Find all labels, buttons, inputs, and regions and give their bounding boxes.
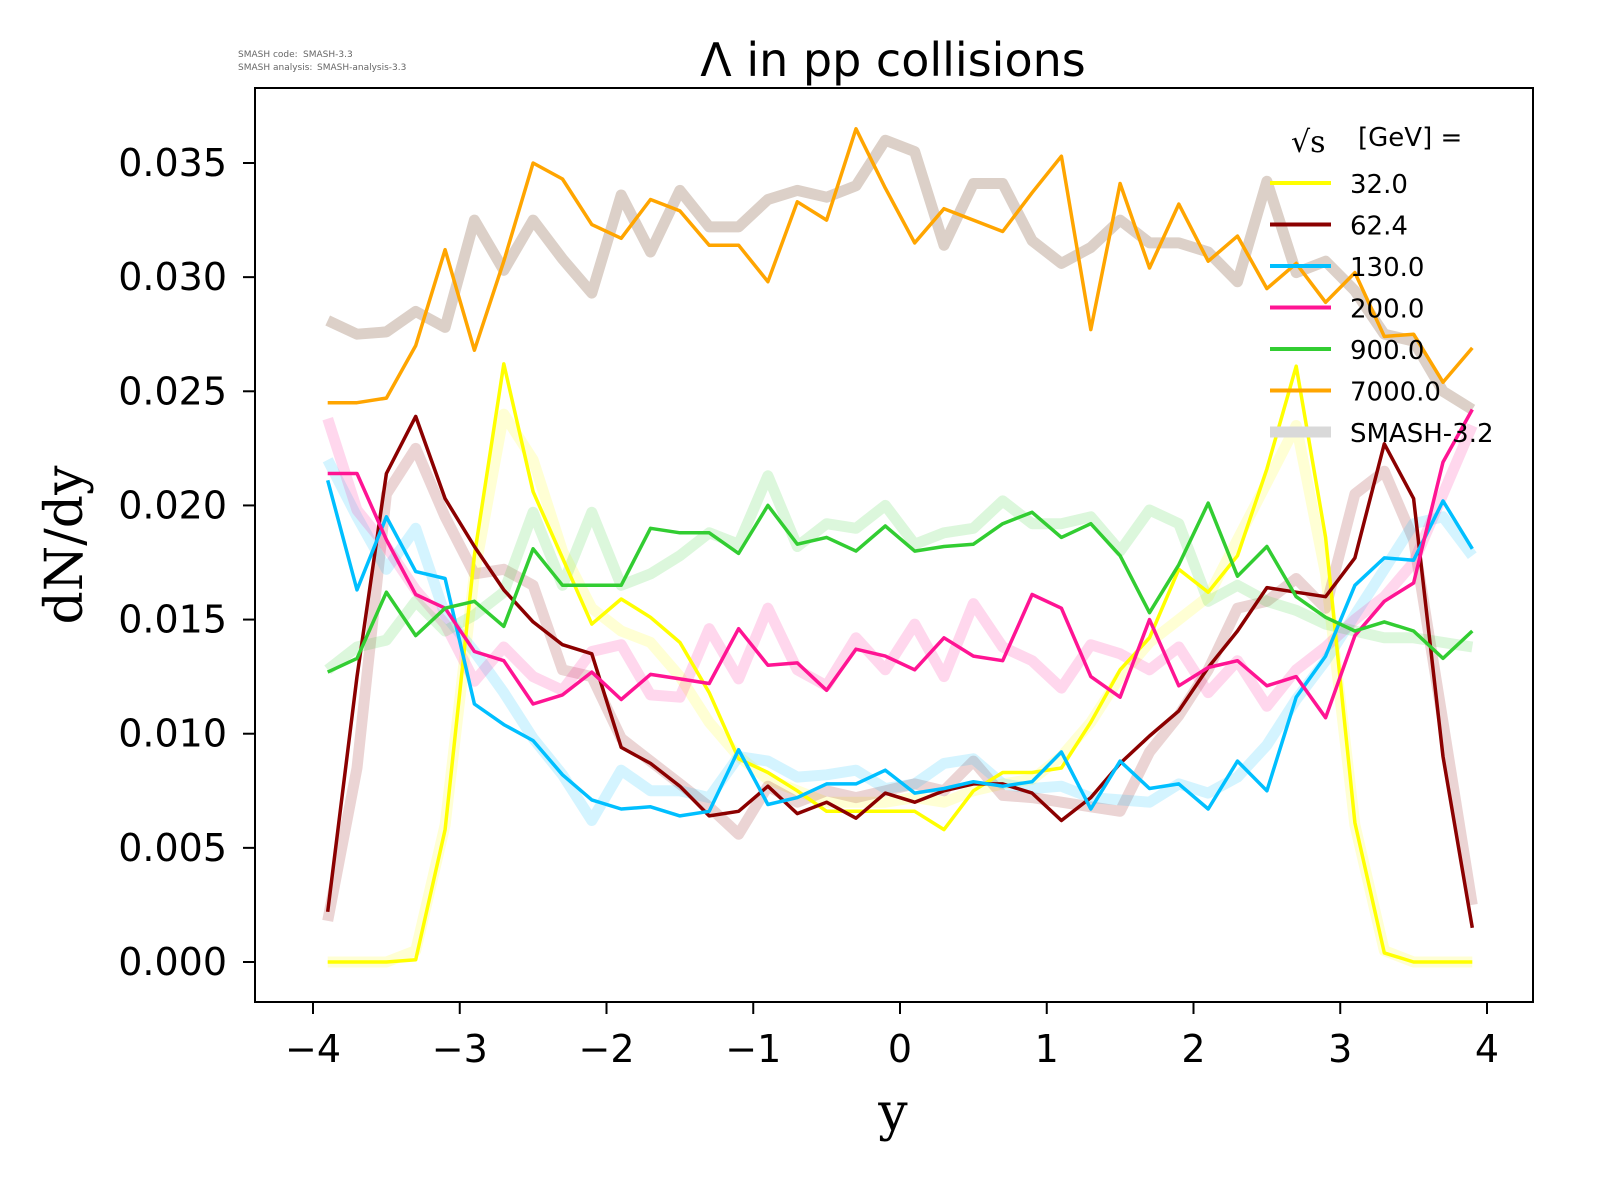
x-tick-label: −3 xyxy=(432,1027,488,1071)
y-tick-label: 0.020 xyxy=(118,483,227,527)
legend-label: 130.0 xyxy=(1350,253,1424,283)
legend: √s [GeV] = 32.0 62.4 130.0 200.0 900.0 7000.0… xyxy=(1270,123,1494,449)
series-line-130.0 xyxy=(326,479,1474,818)
code-label: SMASH code: xyxy=(238,50,298,60)
analysis-label: SMASH analysis: xyxy=(238,63,312,73)
x-tick-label: −1 xyxy=(725,1027,781,1071)
y-axis-label: dN/dy xyxy=(35,465,95,625)
x-axis: −4 −3 −2 −1 0 1 2 3 4 xyxy=(285,1002,1499,1071)
x-tick-label: −4 xyxy=(285,1027,341,1071)
series-line-62.4 xyxy=(325,414,1475,929)
series-line-200.0 xyxy=(327,408,1474,720)
legend-title-text: [GeV] = xyxy=(1358,123,1462,153)
y-tick-label: 0.000 xyxy=(118,940,227,984)
y-tick-label: 0.010 xyxy=(118,712,227,756)
x-tick-label: 2 xyxy=(1181,1027,1205,1071)
code-value: SMASH-3.3 xyxy=(303,50,353,60)
x-tick-label: 1 xyxy=(1035,1027,1059,1071)
data-series xyxy=(325,127,1475,964)
x-tick-label: 3 xyxy=(1328,1027,1352,1071)
reference-line-200.0 xyxy=(322,417,1478,712)
y-tick-label: 0.030 xyxy=(118,255,227,299)
legend-label: SMASH-3.2 xyxy=(1350,419,1494,449)
x-tick-label: 0 xyxy=(888,1027,912,1071)
legend-label: 900.0 xyxy=(1350,336,1424,366)
x-axis-label: y xyxy=(877,1083,908,1143)
legend-label: 7000.0 xyxy=(1350,378,1441,408)
series-line-900.0 xyxy=(326,501,1474,674)
legend-label: 62.4 xyxy=(1350,212,1408,242)
y-tick-label: 0.015 xyxy=(118,598,227,642)
legend-label: 200.0 xyxy=(1350,295,1424,325)
version-info: SMASH code: SMASH-3.3 SMASH analysis: SM… xyxy=(238,50,406,73)
legend-title-symbol: √s xyxy=(1291,125,1326,160)
analysis-value: SMASH-analysis-3.3 xyxy=(317,63,406,73)
x-tick-label: −2 xyxy=(578,1027,634,1071)
reference-series xyxy=(322,134,1478,968)
reference-line-130.0 xyxy=(322,457,1477,826)
x-tick-label: 4 xyxy=(1475,1027,1499,1071)
y-tick-label: 0.035 xyxy=(118,141,227,185)
series-line-32.0 xyxy=(327,362,1473,964)
y-tick-label: 0.025 xyxy=(118,369,227,413)
legend-label: 32.0 xyxy=(1350,170,1408,200)
reference-line-900.0 xyxy=(324,470,1474,675)
y-axis: 0.000 0.005 0.010 0.015 0.020 0.025 0.030 0.035 xyxy=(118,141,255,984)
plot-frame xyxy=(254,87,1534,1003)
chart-title: Λ in pp collisions xyxy=(700,33,1085,87)
y-tick-label: 0.005 xyxy=(118,826,227,870)
series-line-7000.0 xyxy=(327,127,1474,405)
reference-line-7000.0 xyxy=(325,134,1476,415)
reference-line-32.0 xyxy=(327,408,1473,968)
